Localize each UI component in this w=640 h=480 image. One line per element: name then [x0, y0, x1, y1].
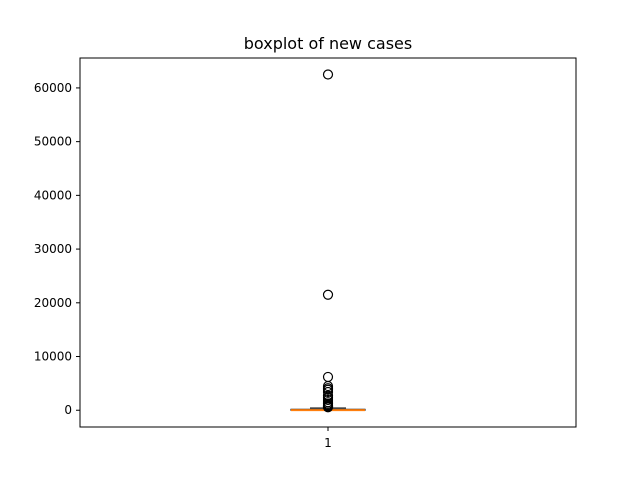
outlier-point [322, 289, 334, 300]
y-tick-label: 20000 [34, 296, 72, 310]
x-axis: 1 [324, 427, 332, 450]
plot-area [290, 69, 366, 413]
outlier-point [322, 371, 334, 383]
outlier-point [322, 69, 334, 80]
y-tick-label: 0 [64, 403, 72, 417]
y-tick-label: 50000 [34, 135, 72, 149]
outlier-point [322, 386, 334, 398]
y-axis: 0 10000 20000 30000 40000 50000 60000 [34, 81, 80, 417]
outlier-point [322, 402, 334, 413]
axes-frame [79, 57, 577, 428]
y-tick-label: 60000 [34, 81, 72, 95]
y-tick-label: 30000 [34, 242, 72, 256]
y-tick-label: 40000 [34, 188, 72, 202]
x-tick-label: 1 [324, 436, 332, 450]
y-tick-label: 10000 [34, 350, 72, 364]
chart-title: boxplot of new cases [244, 34, 412, 53]
